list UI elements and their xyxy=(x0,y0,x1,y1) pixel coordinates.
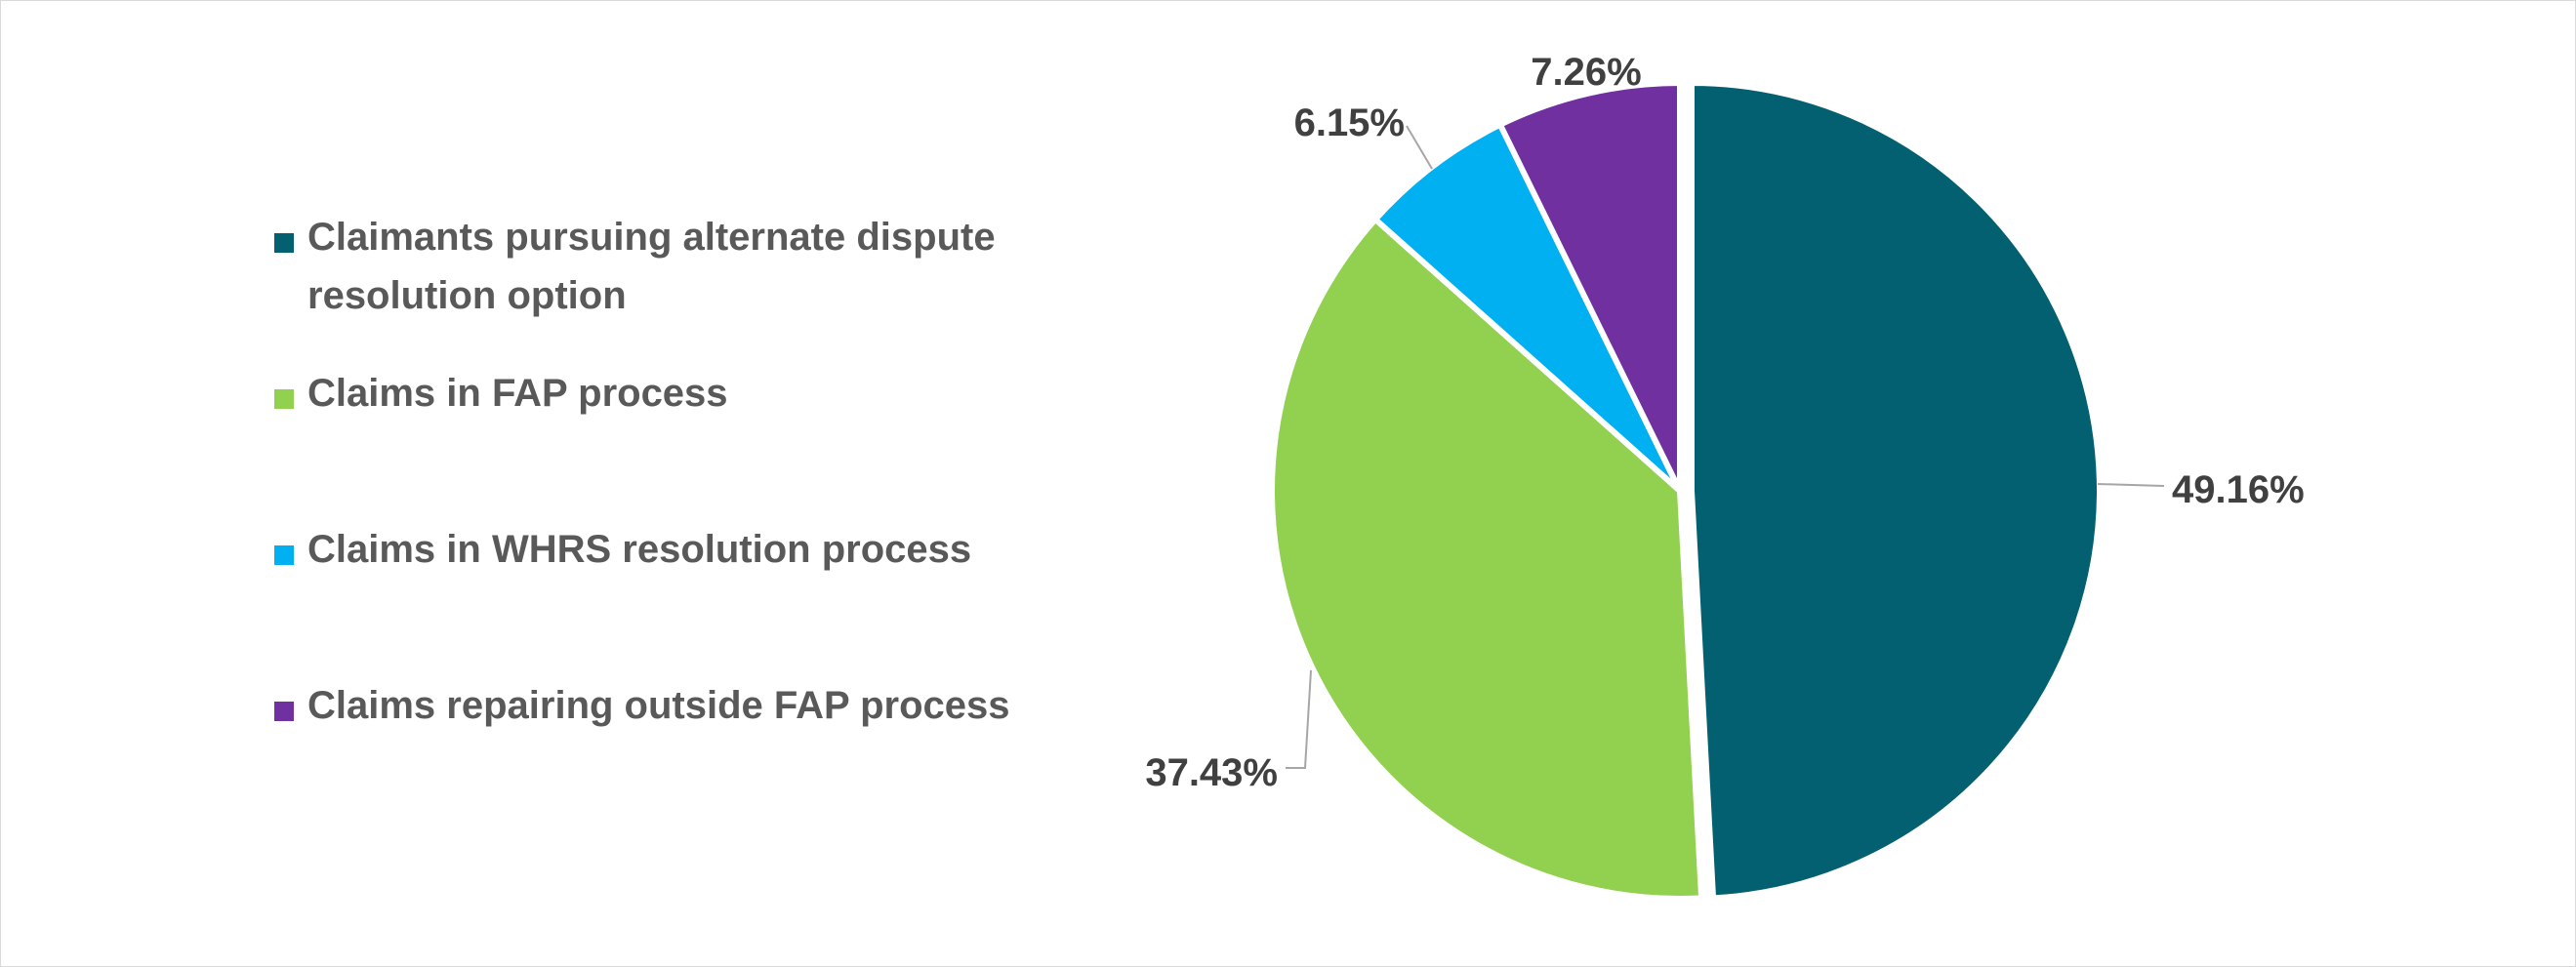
pie-slice-alternate-dispute xyxy=(1689,80,2103,902)
legend-label-whrs-process: Claims in WHRS resolution process xyxy=(307,528,972,571)
data-label-outside-fap: 7.26% xyxy=(1531,51,1641,94)
pie-slice-whrs-process xyxy=(1372,121,1683,494)
pie-slice-outside-fap xyxy=(1496,80,1683,494)
leader-line-alternate-dispute xyxy=(2097,483,2165,487)
legend-swatch-outside-fap xyxy=(274,702,294,721)
legend-swatch-alternate-dispute xyxy=(274,233,294,253)
legend-label-fap-process: Claims in FAP process xyxy=(307,372,728,415)
legend-swatch-fap-process xyxy=(274,389,294,409)
pie-slice-fap-process xyxy=(1268,216,1705,902)
legend-swatch-whrs-process xyxy=(274,545,294,565)
data-label-whrs-process: 6.15% xyxy=(1294,101,1405,144)
leader-line-whrs-process xyxy=(1406,125,1433,170)
leader-line-fap-process xyxy=(1286,669,1312,769)
data-label-alternate-dispute: 49.16% xyxy=(2172,468,2305,511)
data-label-fap-process: 37.43% xyxy=(1145,751,1278,794)
legend-label-alternate-dispute: Claimants pursuing alternate dispute res… xyxy=(307,216,996,317)
legend-label-outside-fap: Claims repairing outside FAP process xyxy=(307,684,1010,727)
